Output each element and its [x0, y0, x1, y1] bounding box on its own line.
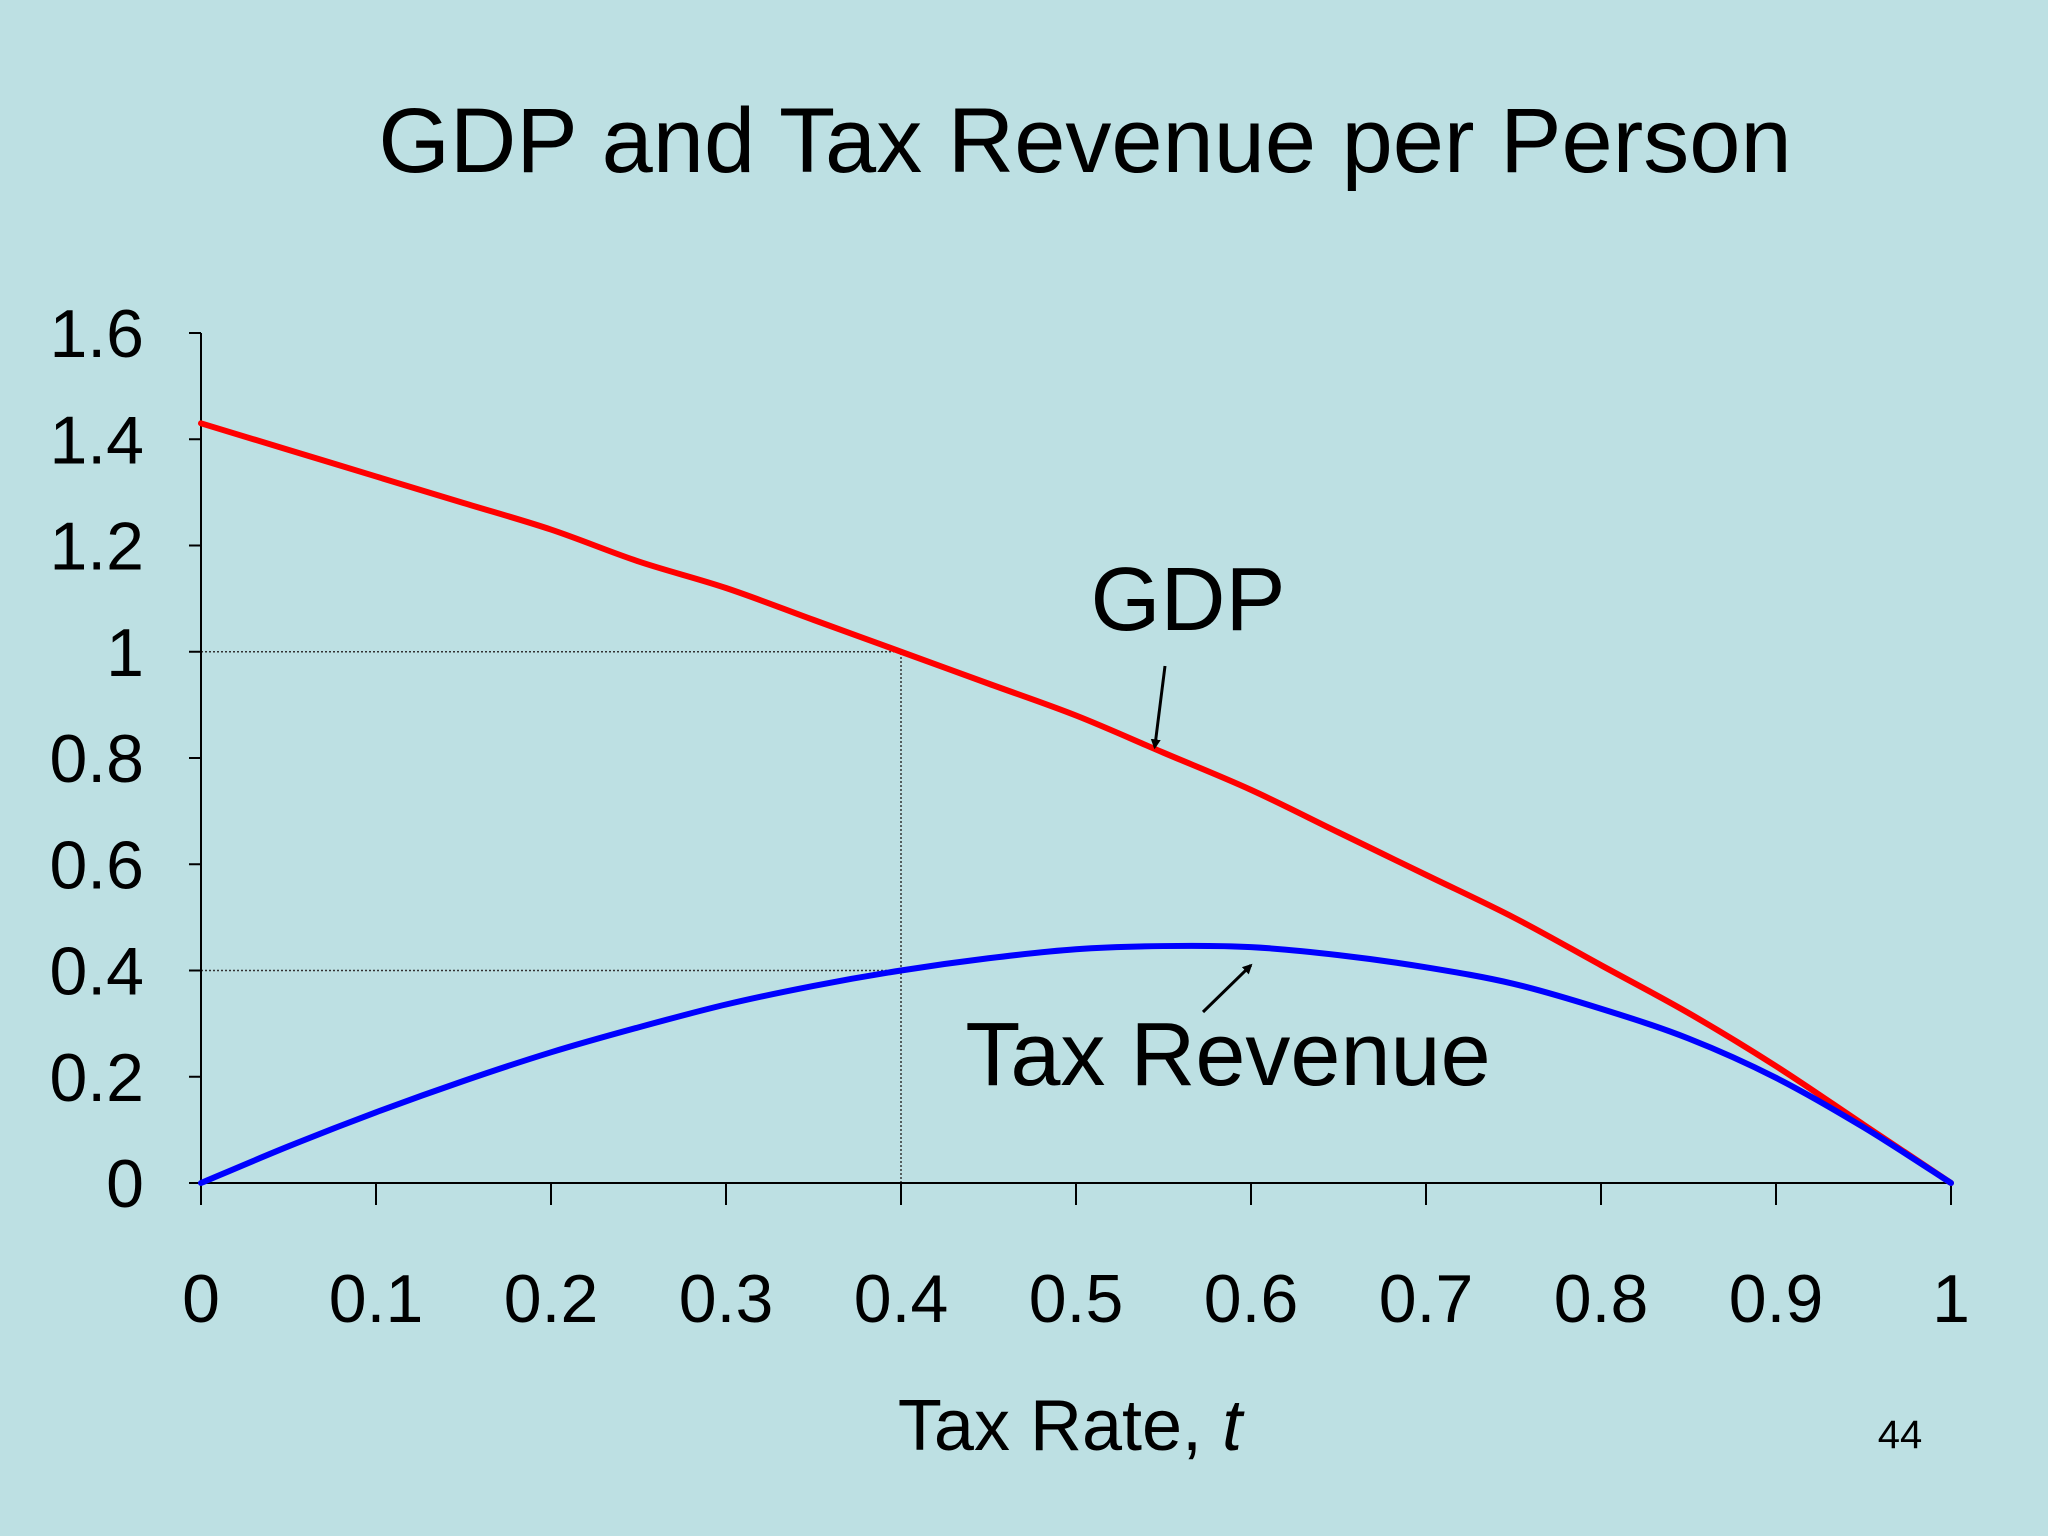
x-axis-title-text: Tax Rate, [898, 1386, 1222, 1466]
x-tick-label: 0.1 [329, 1261, 424, 1337]
x-tick-label: 0.2 [504, 1261, 599, 1337]
annotation-gdp: GDP [1090, 550, 1285, 650]
y-tick-label: 0 [106, 1146, 144, 1222]
x-tick-label: 0.3 [679, 1261, 774, 1337]
y-tick-label: 1.2 [49, 509, 144, 585]
series-lines [198, 420, 1954, 1186]
annotation-tax-revenue: Tax Revenue [965, 1005, 1490, 1105]
x-axis-title-variable: t [1222, 1386, 1245, 1466]
y-tick-label: 0.4 [49, 934, 144, 1010]
y-tick-label: 0.8 [49, 721, 144, 797]
y-tick-label: 1.4 [49, 402, 144, 478]
reference-lines [201, 651, 902, 1183]
page-number: 44 [1878, 1413, 1923, 1457]
y-tick-label: 0.2 [49, 1040, 144, 1116]
x-tick-label: 0.9 [1729, 1261, 1824, 1337]
series-line-tax-revenue [198, 942, 1954, 1186]
x-tick-label: 0.8 [1554, 1261, 1649, 1337]
x-tick-label: 0.7 [1379, 1261, 1474, 1337]
x-tick-label: 0.5 [1029, 1261, 1124, 1337]
chart-title: GDP and Tax Revenue per Person [378, 90, 1791, 192]
y-tick-label: 1 [106, 615, 144, 691]
annotations: GDP Tax Revenue [965, 550, 1490, 1105]
annotation-arrow-gdp [1150, 665, 1167, 750]
x-tick-label: 0.4 [854, 1261, 949, 1337]
x-tick-label: 0.6 [1204, 1261, 1299, 1337]
x-axis-title: Tax Rate, t [898, 1386, 1245, 1466]
y-axis-ticks: 0 0.2 0.4 0.6 0.8 1 1.2 1.4 1.6 [49, 296, 201, 1222]
x-tick-label: 0 [182, 1261, 220, 1337]
x-tick-label: 1 [1932, 1261, 1970, 1337]
annotation-arrow-tax-revenue [1201, 963, 1253, 1014]
series-line-gdp [198, 420, 1954, 1186]
y-tick-label: 1.6 [49, 296, 144, 372]
x-axis-ticks: 0 0.1 0.2 0.3 0.4 0.5 0.6 0.7 0.8 0.9 1 [182, 1183, 1970, 1337]
y-tick-label: 0.6 [49, 827, 144, 903]
